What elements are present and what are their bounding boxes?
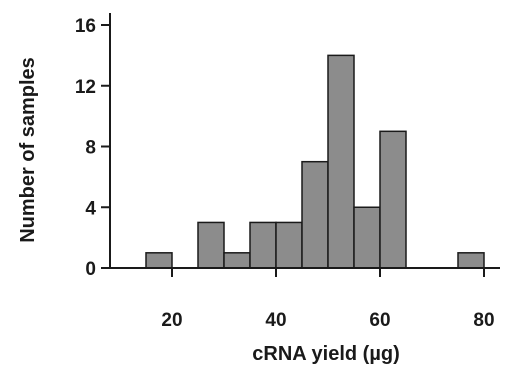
histogram-bar-60-65 bbox=[379, 130, 407, 269]
histogram-bar-50-55 bbox=[327, 54, 355, 269]
histogram-bar-45-50 bbox=[301, 160, 329, 269]
y-tick-label-12: 12 bbox=[75, 77, 96, 98]
y-tick-label-8: 8 bbox=[85, 138, 96, 159]
histogram-bar-40-45 bbox=[275, 221, 303, 269]
y-tick-label-4: 4 bbox=[85, 198, 96, 219]
histogram-bar-55-60 bbox=[353, 206, 381, 269]
x-axis-ticks: 20 40 60 80 bbox=[161, 268, 495, 331]
y-axis-title: Number of samples bbox=[17, 57, 39, 243]
x-tick-label-60: 60 bbox=[369, 310, 390, 331]
histogram-bar-75-80 bbox=[457, 252, 485, 269]
histogram-bar-15-20 bbox=[145, 252, 173, 269]
histogram-bar-30-35 bbox=[223, 252, 251, 269]
histogram-bar-35-40 bbox=[249, 221, 277, 269]
y-axis-ticks: 0 4 8 12 16 bbox=[75, 16, 110, 280]
x-tick-label-80: 80 bbox=[473, 310, 494, 331]
x-tick-label-20: 20 bbox=[161, 310, 182, 331]
histogram-bars bbox=[145, 54, 485, 269]
y-tick-label-16: 16 bbox=[75, 16, 96, 37]
x-axis-title: cRNA yield (µg) bbox=[252, 343, 399, 365]
histogram-bar-25-30 bbox=[197, 221, 225, 269]
x-tick-label-40: 40 bbox=[265, 310, 286, 331]
y-tick-label-0: 0 bbox=[85, 259, 96, 280]
